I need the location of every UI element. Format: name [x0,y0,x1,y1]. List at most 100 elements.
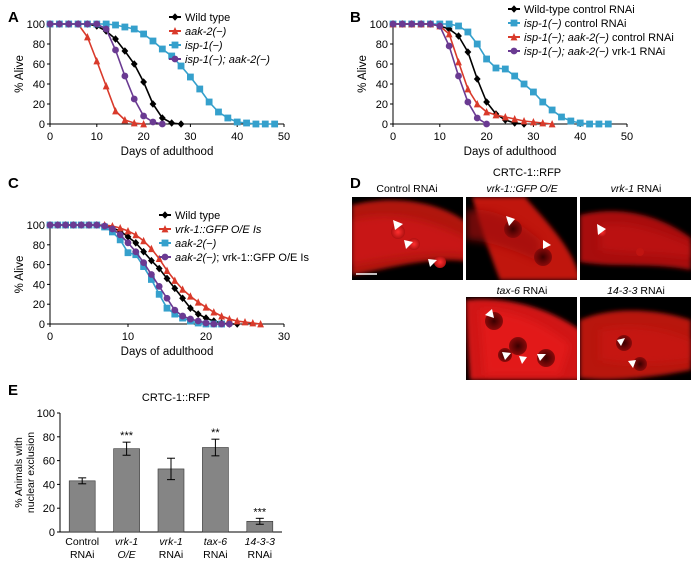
y-tick-label: 80 [33,39,45,51]
data-point [116,223,124,232]
y-tick-label: 100 [370,19,388,31]
data-point [121,47,129,55]
x-tick-label: 20 [480,131,492,143]
data-point [171,306,179,314]
data-point [187,304,194,312]
y-tick-label: 0 [39,319,45,331]
data-point [168,119,176,127]
data-point [112,46,119,54]
legend-label-plain: control RNAi [562,18,627,30]
micro-label-14-3-3-rnai: 14-3-3 RNAi [607,285,665,297]
x-tick-label: 10 [122,331,134,343]
x-tick-label: 0 [47,131,53,143]
data-point [148,276,155,283]
x-tick-label: 10 [91,131,103,143]
legend-entry-2: isp-1(−); aak-2(−) control RNAi [508,32,674,44]
data-point [455,22,462,30]
data-point [558,113,565,121]
data-point [177,120,185,128]
data-point [140,78,147,86]
data-point [261,120,269,128]
y-tick-label: 100 [27,19,45,31]
data-point [464,48,472,56]
data-point [84,33,91,41]
y-axis-label: % Alive [14,256,26,294]
significance-label: ** [211,427,220,439]
data-point [130,25,138,33]
data-point [163,266,171,274]
data-point [130,95,138,103]
data-point [483,98,490,106]
category-label-line2: O/E [118,549,137,561]
category-label-line1: Control [65,536,99,548]
data-point [93,20,101,28]
data-point [112,107,119,115]
data-point [595,120,603,128]
data-point [210,308,218,316]
data-point [155,264,163,273]
data-point [112,21,119,29]
data-point [455,58,462,66]
data-point [124,239,132,247]
data-point [501,65,509,73]
data-point [93,221,101,229]
data-point [243,119,250,127]
data-point [124,249,132,257]
data-point [473,114,481,122]
series-line [50,23,275,125]
data-point [116,236,124,244]
x-axis-label: Days of adulthood [121,346,214,358]
data-point [140,30,147,38]
data-point [530,88,537,96]
legend-entry-0: Wild-type control RNAi [508,4,635,16]
y-axis-label: % Alive [14,55,26,93]
data-point [163,304,171,312]
data-point [226,320,233,328]
data-point [171,284,179,293]
legend-label: isp-1(−) [185,40,223,52]
category-label-line2: RNAi [248,549,273,561]
y-tick-label: 40 [43,479,55,491]
legend-label-plain: ; vrk-1::GFP O/E Is [216,252,309,264]
series-1 [46,20,147,128]
data-point [249,319,257,327]
data-point [194,317,202,325]
data-point [196,85,204,93]
y-tick-label: 80 [376,39,388,51]
y-tick-label: 60 [43,456,55,468]
legend-label-italic: aak-2(−) [185,26,227,38]
x-tick-label: 0 [390,131,396,143]
data-point [548,106,556,114]
data-point [46,20,54,28]
legend-label-italic: isp-1(−) [524,18,562,30]
microscopy-panel-d: CRTC-1::RFP Control RNAi vrk-1::GFP O/E … [352,167,691,380]
legend-swatch-marker [171,41,179,49]
x-axis-label: Days of adulthood [121,146,214,158]
data-point [102,82,110,90]
data-point [171,276,179,284]
data-point [241,318,249,326]
micro-label-tax6-rnai: tax-6 RNAi [497,285,548,297]
data-point [171,310,179,318]
data-point [140,259,148,267]
data-point [55,20,63,28]
x-tick-label: 20 [200,331,212,343]
category-label-line2: RNAi [70,549,95,561]
panel-letter-c: C [8,175,19,192]
x-tick-label: 30 [184,131,196,143]
data-point [210,320,218,328]
legend-label: Wild type [185,12,230,24]
legend-entry-1: vrk-1::GFP O/E Is [159,224,262,236]
data-point [202,314,210,322]
y-tick-label: 20 [43,503,55,515]
legend-entry-1: isp-1(−) control RNAi [508,18,626,30]
data-point [102,25,110,33]
y-tick-label: 100 [37,408,55,420]
x-tick-label: 30 [278,331,290,343]
x-tick-label: 50 [278,131,290,143]
data-point [132,230,140,239]
data-point [121,23,129,31]
data-point [548,120,556,128]
legend-entry-0: Wild type [159,210,220,222]
legend-label: vrk-1::GFP O/E Is [175,224,262,236]
